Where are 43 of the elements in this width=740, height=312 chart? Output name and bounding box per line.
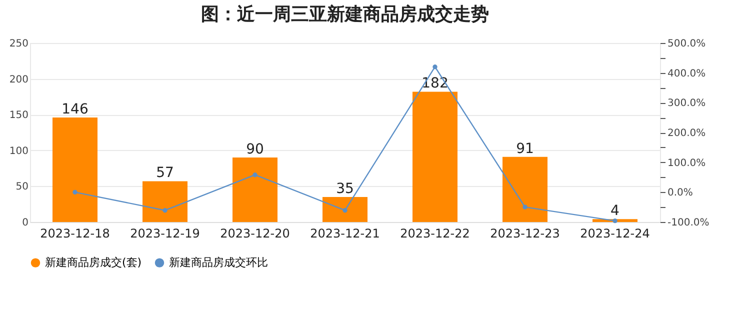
y2-tick-label: 400.0% bbox=[668, 68, 706, 80]
x-tick-label: 2023-12-24 bbox=[580, 226, 650, 240]
y2-tick-label: 500.0% bbox=[668, 38, 706, 50]
data-label: 146 bbox=[62, 101, 88, 118]
y-tick-label: 100 bbox=[9, 146, 28, 157]
y-tick-label: 150 bbox=[9, 110, 28, 122]
y-tick-label: 0 bbox=[22, 218, 28, 228]
y2-tick-label: 100.0% bbox=[668, 158, 706, 169]
x-tick-label: 2023-12-18 bbox=[40, 226, 110, 240]
x-tick-label: 2023-12-22 bbox=[400, 226, 470, 240]
bar bbox=[322, 196, 368, 222]
data-label: 182 bbox=[422, 76, 448, 92]
point bbox=[522, 204, 528, 210]
chart-title: 图：近一周三亚新建商品房成交走势 bbox=[201, 4, 489, 25]
point bbox=[612, 218, 618, 224]
legend-label: 新建商品房成交(套) bbox=[45, 256, 142, 269]
data-label: 90 bbox=[246, 142, 264, 158]
x-tick-label: 2023-12-21 bbox=[310, 226, 380, 240]
y-tick-label: 50 bbox=[16, 182, 28, 193]
bar bbox=[232, 158, 278, 222]
y2-tick-label: 300.0% bbox=[668, 98, 706, 110]
y-tick-label: 250 bbox=[9, 38, 28, 50]
x-tick-label: 2023-12-23 bbox=[490, 226, 560, 240]
data-label: 91 bbox=[516, 140, 534, 157]
legend-label: 新建商品房成交环比 bbox=[169, 256, 268, 269]
bar bbox=[52, 117, 98, 222]
y2-tick-label: 200.0% bbox=[668, 128, 706, 139]
point bbox=[72, 190, 78, 195]
point bbox=[162, 208, 168, 213]
x-tick-label: 2023-12-20 bbox=[220, 226, 290, 240]
x-tick-label: 2023-12-19 bbox=[130, 226, 200, 240]
bar bbox=[142, 181, 188, 222]
point bbox=[252, 172, 258, 178]
bar bbox=[502, 156, 548, 222]
y-tick-label: 200 bbox=[9, 74, 28, 86]
point bbox=[342, 208, 348, 213]
data-label: 35 bbox=[336, 180, 354, 197]
bar bbox=[412, 92, 458, 222]
point bbox=[432, 64, 438, 70]
y2-tick-label: -100.0% bbox=[668, 218, 710, 228]
data-label: 4 bbox=[610, 203, 620, 220]
y2-tick-label: 0.0% bbox=[668, 188, 693, 199]
data-label: 57 bbox=[156, 165, 174, 182]
